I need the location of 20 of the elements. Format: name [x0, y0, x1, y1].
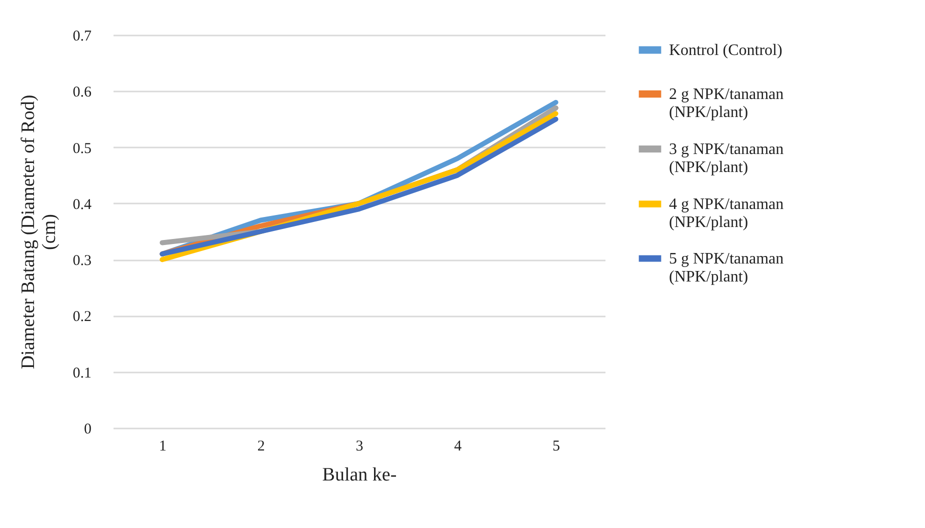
legend-label: 3 g NPK/tanaman (NPK/plant) — [669, 141, 784, 176]
legend-label: 5 g NPK/tanaman (NPK/plant) — [669, 250, 784, 286]
y-tick-label: 0.2 — [72, 309, 92, 326]
y-tick-label: 0.5 — [72, 140, 92, 157]
x-axis-title: Bulan ke- — [322, 464, 397, 486]
y-tick-label: 0.1 — [72, 365, 92, 382]
legend-label: 4 g NPK/tanaman (NPK/plant) — [669, 196, 784, 231]
legend-label: Kontrol (Control) — [669, 42, 782, 59]
x-tick-label: 3 — [356, 438, 364, 454]
y-tick-label: 0 — [84, 422, 92, 438]
y-tick-label: 0.6 — [72, 84, 92, 101]
x-tick-label: 4 — [454, 438, 462, 454]
y-tick-label: 0.4 — [72, 196, 92, 213]
x-tick-label: 1 — [158, 438, 166, 454]
x-tick-label: 2 — [257, 438, 265, 454]
y-axis-title: Diameter Batang (Diameter of Rod) (cm) — [18, 94, 60, 370]
y-tick-label: 0.3 — [72, 253, 92, 270]
legend-label: 2 g NPK/tanaman (NPK/plant) — [669, 86, 784, 121]
x-tick-label: 5 — [552, 438, 560, 454]
y-tick-label: 0.7 — [72, 28, 92, 44]
